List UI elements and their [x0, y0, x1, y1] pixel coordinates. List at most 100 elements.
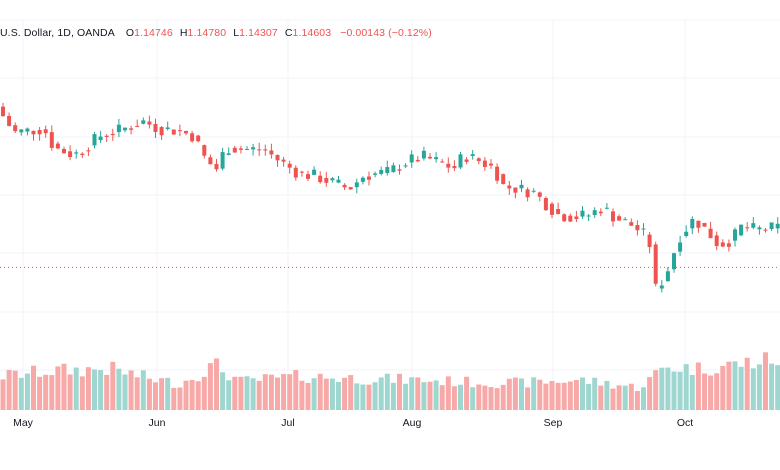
candle-44: [269, 143, 274, 159]
volume-bar-33: [201, 376, 207, 410]
candle-31: [190, 130, 195, 143]
candle-body-23: [141, 120, 146, 124]
candle-body-98: [598, 211, 603, 214]
volume-bar-45: [275, 377, 280, 410]
volume-bar-108: [659, 367, 665, 410]
candle-body-25: [153, 124, 158, 132]
volume-bar-1: [6, 370, 12, 410]
volume-bar-75: [458, 384, 463, 410]
volume-bar-52: [317, 373, 323, 410]
volume-bar-117: [714, 373, 720, 410]
candle-46: [281, 156, 286, 167]
candle-body-55: [336, 179, 341, 183]
volume-bar-125: [763, 352, 768, 410]
volume-bar-53: [323, 378, 329, 410]
volume-bar-30: [183, 380, 189, 410]
volume-bar-102: [622, 385, 628, 410]
candle-108: [659, 280, 664, 293]
candle-body-122: [745, 227, 750, 229]
candle-body-19: [116, 124, 121, 133]
candle-body-105: [641, 228, 646, 230]
volume-bar-114: [695, 362, 701, 410]
candle-15: [92, 131, 97, 149]
candle-body-57: [348, 187, 353, 190]
candle-body-116: [708, 228, 713, 239]
candle-body-58: [354, 182, 359, 188]
candle-body-118: [720, 242, 725, 247]
candle-body-100: [611, 211, 615, 222]
low-label: L: [233, 27, 240, 39]
x-axis: May Jun Jul Aug Sep Oct: [13, 417, 693, 429]
volume-bar-74: [451, 386, 457, 410]
volume-bar-76: [464, 376, 470, 410]
candle-body-107: [653, 244, 658, 284]
candle-body-10: [62, 149, 66, 154]
volume-bar-69: [421, 382, 427, 410]
volume-bar-32: [195, 381, 201, 410]
volume-bar-11: [67, 374, 73, 410]
candle-123: [751, 217, 756, 230]
candle-68: [415, 155, 420, 163]
volume-bar-87: [531, 377, 537, 410]
candle-body-121: [739, 224, 744, 236]
candle-88: [537, 191, 542, 202]
candle-109: [665, 267, 670, 282]
candle-124: [757, 225, 762, 235]
candle-body-0: [1, 106, 5, 117]
volume-bar-18: [110, 361, 116, 410]
candle-body-127: [775, 223, 780, 229]
volume-bar-80: [488, 387, 494, 410]
candle-body-109: [665, 271, 670, 282]
volume-bar-71: [433, 380, 439, 410]
candle-body-27: [165, 127, 170, 130]
volume-bar-63: [384, 373, 390, 410]
symbol-text: U.S. Dollar, 1D, OANDA: [0, 27, 115, 39]
x-tick-label-sep: Sep: [544, 417, 563, 429]
volume-bar-27: [165, 377, 171, 410]
candle-body-124: [757, 227, 762, 230]
volume-bar-43: [262, 374, 268, 410]
volume-bar-82: [500, 384, 506, 410]
candle-58: [354, 178, 359, 194]
volume-bar-25: [153, 382, 158, 410]
candle-56: [342, 183, 347, 191]
candle-90: [550, 202, 554, 219]
candle-104: [635, 220, 640, 236]
volume-bar-60: [366, 384, 372, 410]
candle-25: [153, 118, 158, 139]
candle-body-47: [287, 163, 292, 168]
candle-23: [141, 117, 146, 125]
candle-120: [733, 227, 737, 247]
candle-body-34: [208, 157, 213, 165]
candle-body-12: [74, 152, 79, 154]
candle-body-75: [458, 154, 463, 168]
volume-bar-8: [49, 375, 55, 410]
volume-bar-91: [555, 382, 561, 410]
volume-bar-78: [476, 384, 482, 410]
volume-bar-21: [128, 370, 134, 410]
candle-body-91: [556, 209, 561, 214]
volume-bar-15: [92, 369, 97, 410]
change-value: −0.00143 (−0.12%): [340, 27, 432, 39]
volume-bar-119: [726, 361, 732, 410]
candle-102: [623, 217, 628, 221]
candle-body-18: [110, 133, 115, 136]
volume-bar-98: [598, 385, 604, 410]
candle-111: [678, 235, 683, 256]
volume-bar-86: [525, 387, 531, 410]
candle-35: [214, 158, 219, 172]
volume-bar-115: [702, 373, 707, 410]
candle-body-39: [238, 148, 243, 150]
candle-78: [476, 157, 481, 165]
volume-bar-97: [592, 377, 598, 410]
volume-bar-100: [610, 388, 616, 410]
volume-bar-121: [738, 366, 744, 410]
candle-body-64: [391, 165, 396, 173]
volume-bar-123: [750, 368, 756, 410]
candle-57: [348, 186, 353, 190]
volume-bar-28: [171, 387, 177, 410]
candle-body-72: [440, 161, 445, 163]
volume-bar-3: [18, 377, 24, 410]
